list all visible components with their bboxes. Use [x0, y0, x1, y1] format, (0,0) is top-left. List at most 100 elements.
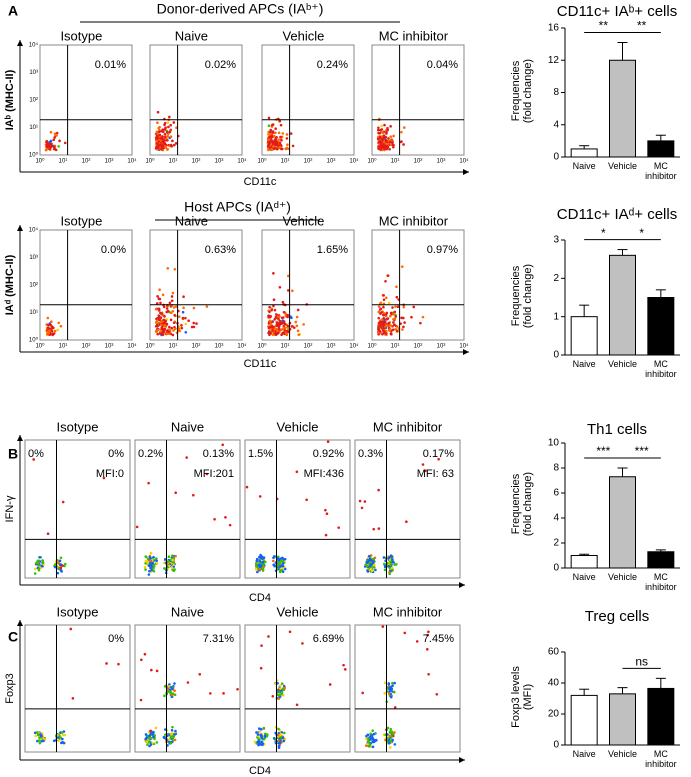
y-tick-label: 10 — [548, 438, 560, 449]
event-dot — [392, 690, 396, 694]
event-dot — [385, 332, 388, 335]
x-tick-label: 10⁰ — [257, 343, 267, 350]
gate-percent: 0.24% — [317, 59, 348, 71]
event-dot — [278, 693, 281, 697]
event-dot — [386, 317, 390, 320]
event-dot — [205, 305, 209, 308]
event-dot — [170, 299, 174, 303]
event-dot — [279, 123, 283, 127]
x-tick-label: 10⁰ — [367, 158, 377, 165]
event-dot — [372, 557, 375, 561]
x-tick-label: 10² — [414, 344, 423, 350]
event-dot — [389, 140, 392, 144]
event-dot — [165, 307, 169, 310]
event-dot — [61, 500, 65, 504]
event-dot — [278, 570, 282, 574]
sample-name: Vehicle — [277, 419, 319, 434]
y-tick-label: 2 — [553, 538, 559, 549]
significance-label: * — [601, 226, 606, 240]
x-tick-label: 10⁴ — [459, 158, 469, 165]
event-dot — [283, 557, 287, 561]
gate-percent: 0.13% — [203, 448, 234, 460]
gate-percent: 6.69% — [313, 633, 344, 645]
event-dot — [379, 147, 383, 151]
event-dot — [390, 555, 394, 558]
event-dot — [324, 508, 327, 512]
event-dot — [419, 321, 422, 325]
event-dot — [386, 726, 390, 730]
event-dot — [281, 564, 285, 568]
event-dot — [367, 554, 371, 558]
gate-percent: 0% — [108, 448, 124, 460]
event-dot — [32, 458, 35, 461]
event-dot — [155, 142, 159, 145]
event-dot — [295, 470, 299, 474]
event-dot — [173, 313, 176, 317]
event-dot — [56, 328, 60, 332]
event-dot — [135, 525, 139, 529]
event-dot — [147, 481, 150, 485]
event-dot — [278, 684, 282, 687]
event-dot — [171, 738, 175, 741]
event-dot — [270, 308, 273, 312]
y-tick-label: 10¹ — [29, 125, 38, 131]
x-tick-label: Vehicle — [607, 749, 638, 759]
event-dot — [49, 143, 52, 146]
event-dot — [146, 557, 150, 561]
event-dot — [277, 697, 281, 700]
event-dot — [184, 330, 188, 334]
event-dot — [291, 289, 294, 293]
event-dot — [155, 136, 159, 140]
event-dot — [46, 326, 50, 329]
event-dot — [178, 329, 182, 333]
event-dot — [426, 648, 429, 651]
y-tick-label: 10³ — [29, 70, 38, 76]
event-dot — [162, 318, 166, 322]
event-dot — [148, 569, 151, 573]
event-dot — [389, 143, 393, 146]
event-dot — [174, 554, 177, 558]
event-dot — [158, 130, 161, 134]
event-dot — [393, 706, 397, 709]
event-dot — [382, 302, 386, 305]
event-dot — [277, 325, 281, 328]
x-tick-label: 10⁴ — [127, 343, 137, 350]
event-dot — [389, 739, 392, 743]
event-dot — [391, 141, 394, 145]
event-dot — [259, 666, 263, 670]
gate-percent: 0.17% — [423, 448, 454, 460]
event-dot — [381, 332, 384, 336]
event-dot — [162, 305, 166, 309]
significance-label: ** — [637, 19, 647, 33]
event-dot — [245, 485, 249, 489]
event-dot — [158, 297, 162, 301]
event-dot — [159, 311, 162, 315]
event-dot — [390, 312, 393, 316]
event-dot — [268, 141, 272, 145]
event-dot — [372, 560, 375, 563]
x-tick-label: 10³ — [327, 344, 336, 350]
event-dot — [149, 551, 153, 555]
event-dot — [296, 308, 300, 312]
sample-name: MC inhibitor — [379, 213, 449, 228]
event-dot — [271, 329, 274, 332]
event-dot — [172, 735, 175, 739]
event-dot — [53, 132, 57, 136]
event-dot — [169, 123, 172, 127]
event-dot — [143, 565, 147, 569]
event-dot — [273, 318, 277, 321]
event-dot — [372, 527, 375, 531]
event-dot — [268, 305, 271, 309]
event-dot — [169, 318, 173, 322]
event-dot — [170, 295, 174, 298]
x-tick-label: 10¹ — [59, 159, 68, 165]
event-dot — [267, 124, 271, 128]
event-dot — [163, 141, 166, 145]
event-dot — [38, 555, 41, 559]
event-dot — [391, 568, 394, 572]
event-dot — [405, 520, 408, 524]
event-dot — [53, 329, 57, 333]
event-dot — [117, 662, 120, 666]
event-dot — [36, 559, 39, 563]
event-dot — [368, 743, 372, 746]
